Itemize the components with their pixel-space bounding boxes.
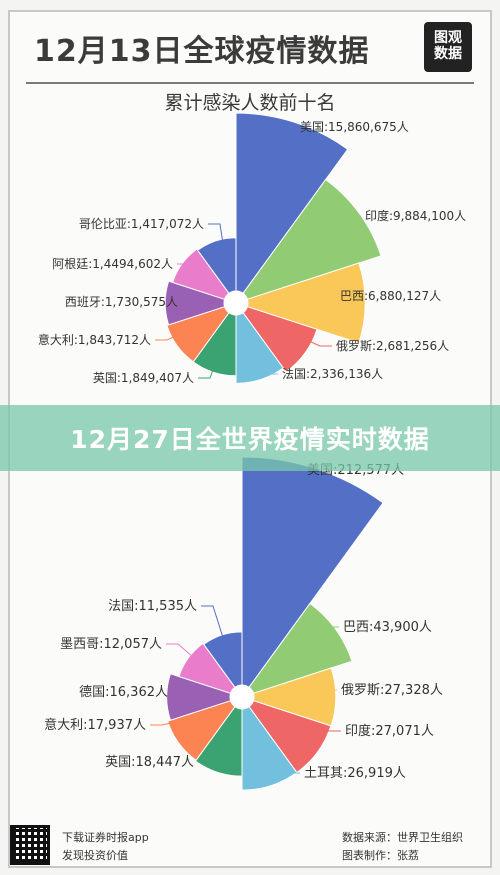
leader-line-意大利 [155,316,217,341]
slice-label-法国: 法国:2,336,136人 [282,367,383,381]
slice-label-俄罗斯: 俄罗斯:27,328人 [341,683,443,698]
rose-slice-印度 [242,178,382,300]
leader-line-巴西 [261,626,339,684]
slice-label-意大利: 意大利:1,843,712人 [38,332,151,347]
rose-slice-俄罗斯 [252,667,337,727]
rose-slice-西班牙 [164,280,226,326]
leader-line-印度 [255,215,361,290]
leader-line-美国 [242,126,296,281]
rose-chart-2: 美国:212,577人巴西:43,900人俄罗斯:27,328人印度:27,07… [44,456,443,791]
slice-label-德国: 德国:16,362人 [79,685,168,700]
slice-label-法国: 法国:11,535人 [108,599,197,614]
rose-slice-法国 [235,312,284,384]
headline-banner [0,405,500,471]
qr-code-icon [10,825,50,865]
leader-line-巴西 [259,295,336,304]
leader-line-阿根廷 [177,263,217,290]
rose-slice-印度 [248,700,332,774]
logo-line1: 图观 [434,30,462,46]
footer-author: 图表制作：张荔 [342,849,419,862]
rose-slice-俄罗斯 [242,306,318,373]
chart1-title: 累计感染人数前十名 [164,92,336,114]
leader-line-英国 [198,325,230,379]
slice-label-印度: 印度:9,884,100人 [365,208,466,223]
footer: 下载证券时报app 发现投资价值 数据来源：世界卫生组织 图表制作：张荔 [0,815,500,865]
slice-label-阿根廷: 阿根廷:1,4494,602人 [52,257,173,271]
leader-line-西班牙 [182,301,213,304]
rose-chart-1: 美国:15,860,675人印度:9,884,100人巴西:6,880,127人… [38,112,466,385]
rose-slice-意大利 [166,700,236,761]
leader-line-法国 [201,605,236,675]
brand-logo: 图观 数据 [424,22,472,72]
footer-source: 数据来源：世界卫生组织 [342,831,463,844]
slice-label-土耳其: 土耳其:26,919人 [304,766,406,781]
rose-slice-法国 [203,631,243,688]
rose-slice-巴西 [248,602,353,694]
slice-label-墨西哥: 墨西哥:12,057人 [60,637,162,652]
leader-line-德国 [172,691,219,698]
logo-line2: 数据 [434,46,462,62]
page-title: 12月13日全球疫情数据 [34,34,370,69]
leader-line-俄罗斯 [265,689,337,698]
footer-slogan: 发现投资价值 [62,849,128,862]
leader-line-法国 [242,325,278,375]
slice-label-美国: 美国:15,860,675人 [300,120,409,134]
rose-slice-英国 [194,706,243,777]
headline-banner-text: 12月27日全世界疫情实时数据 [70,425,430,454]
slice-label-俄罗斯: 俄罗斯:2,681,256人 [336,339,449,353]
header: 12月13日全球疫情数据 图观 数据 [10,12,490,80]
footer-app-text: 下载证券时报app [62,831,149,844]
slice-label-西班牙: 西班牙:1,730,575人 [65,295,178,309]
rose-center-hole [232,687,252,707]
leader-line-土耳其 [249,719,300,774]
leader-line-意大利 [150,710,223,726]
rose-slice-哥伦比亚 [196,237,237,294]
slice-label-英国: 英国:18,447人 [105,755,194,770]
rose-slice-巴西 [246,262,366,344]
rose-slice-美国 [235,112,349,294]
slice-label-巴西: 巴西:43,900人 [343,620,432,635]
slice-label-巴西: 巴西:6,880,127人 [340,289,441,303]
leader-line-哥伦比亚 [208,223,230,281]
slice-label-印度: 印度:27,071人 [345,723,434,739]
header-divider [26,82,474,84]
leader-line-墨西哥 [166,643,223,684]
rose-center-hole [226,293,246,313]
leader-line-俄罗斯 [255,316,332,347]
leader-line-印度 [261,710,341,732]
rose-slice-德国 [166,673,232,721]
slice-label-英国: 英国:1,849,407人 [93,371,194,385]
rose-slice-英国 [192,312,237,377]
slice-label-意大利: 意大利:17,937人 [44,717,146,733]
leader-line-英国 [198,719,236,763]
rose-slice-土耳其 [241,706,298,791]
slice-label-哥伦比亚: 哥伦比亚:1,417,072人 [79,216,204,231]
